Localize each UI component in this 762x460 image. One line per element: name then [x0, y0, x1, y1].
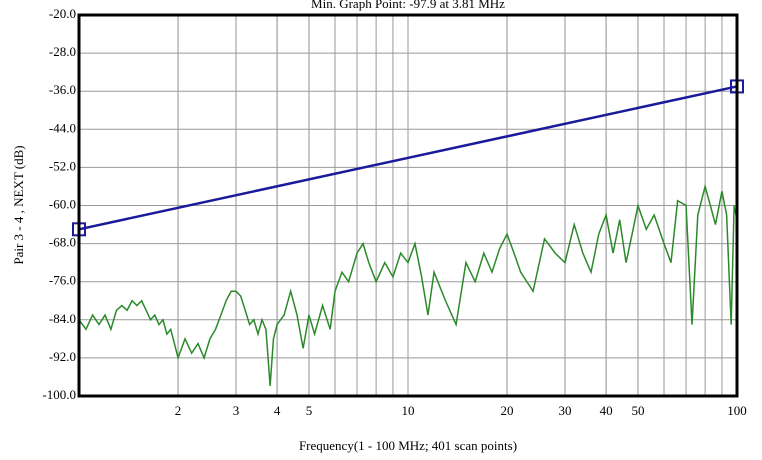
y-tick-label: -60.0 [49, 196, 76, 211]
x-axis-label: Frequency(1 - 100 MHz; 401 scan points) [299, 438, 517, 453]
x-tick-label: 10 [402, 403, 415, 418]
x-tick-label: 100 [727, 403, 747, 418]
x-tick-label: 50 [631, 403, 644, 418]
y-tick-label: -68.0 [49, 235, 76, 250]
y-tick-label: -92.0 [49, 349, 76, 364]
y-tick-label: -28.0 [49, 44, 76, 59]
x-tick-label: 30 [558, 403, 571, 418]
y-tick-label: -76.0 [49, 273, 76, 288]
x-tick-label: 40 [600, 403, 613, 418]
chart-title: Min. Graph Point: -97.9 at 3.81 MHz [311, 0, 505, 11]
y-tick-label: -20.0 [49, 6, 76, 21]
y-tick-label: -84.0 [49, 311, 76, 326]
y-tick-label: -100.0 [42, 387, 76, 402]
y-tick-label: -36.0 [49, 82, 76, 97]
x-tick-label: 20 [501, 403, 514, 418]
x-tick-label: 5 [306, 403, 313, 418]
series-line [78, 183, 738, 387]
y-axis-label: Pair 3 - 4 , NEXT (dB) [11, 145, 26, 264]
x-tick-label: 4 [274, 403, 281, 418]
y-tick-label: -44.0 [49, 120, 76, 135]
y-tick-label: -52.0 [49, 158, 76, 173]
series-line [78, 85, 738, 231]
x-tick-label: 3 [233, 403, 240, 418]
x-tick-label: 2 [175, 403, 182, 418]
plot-frame [77, 13, 739, 398]
